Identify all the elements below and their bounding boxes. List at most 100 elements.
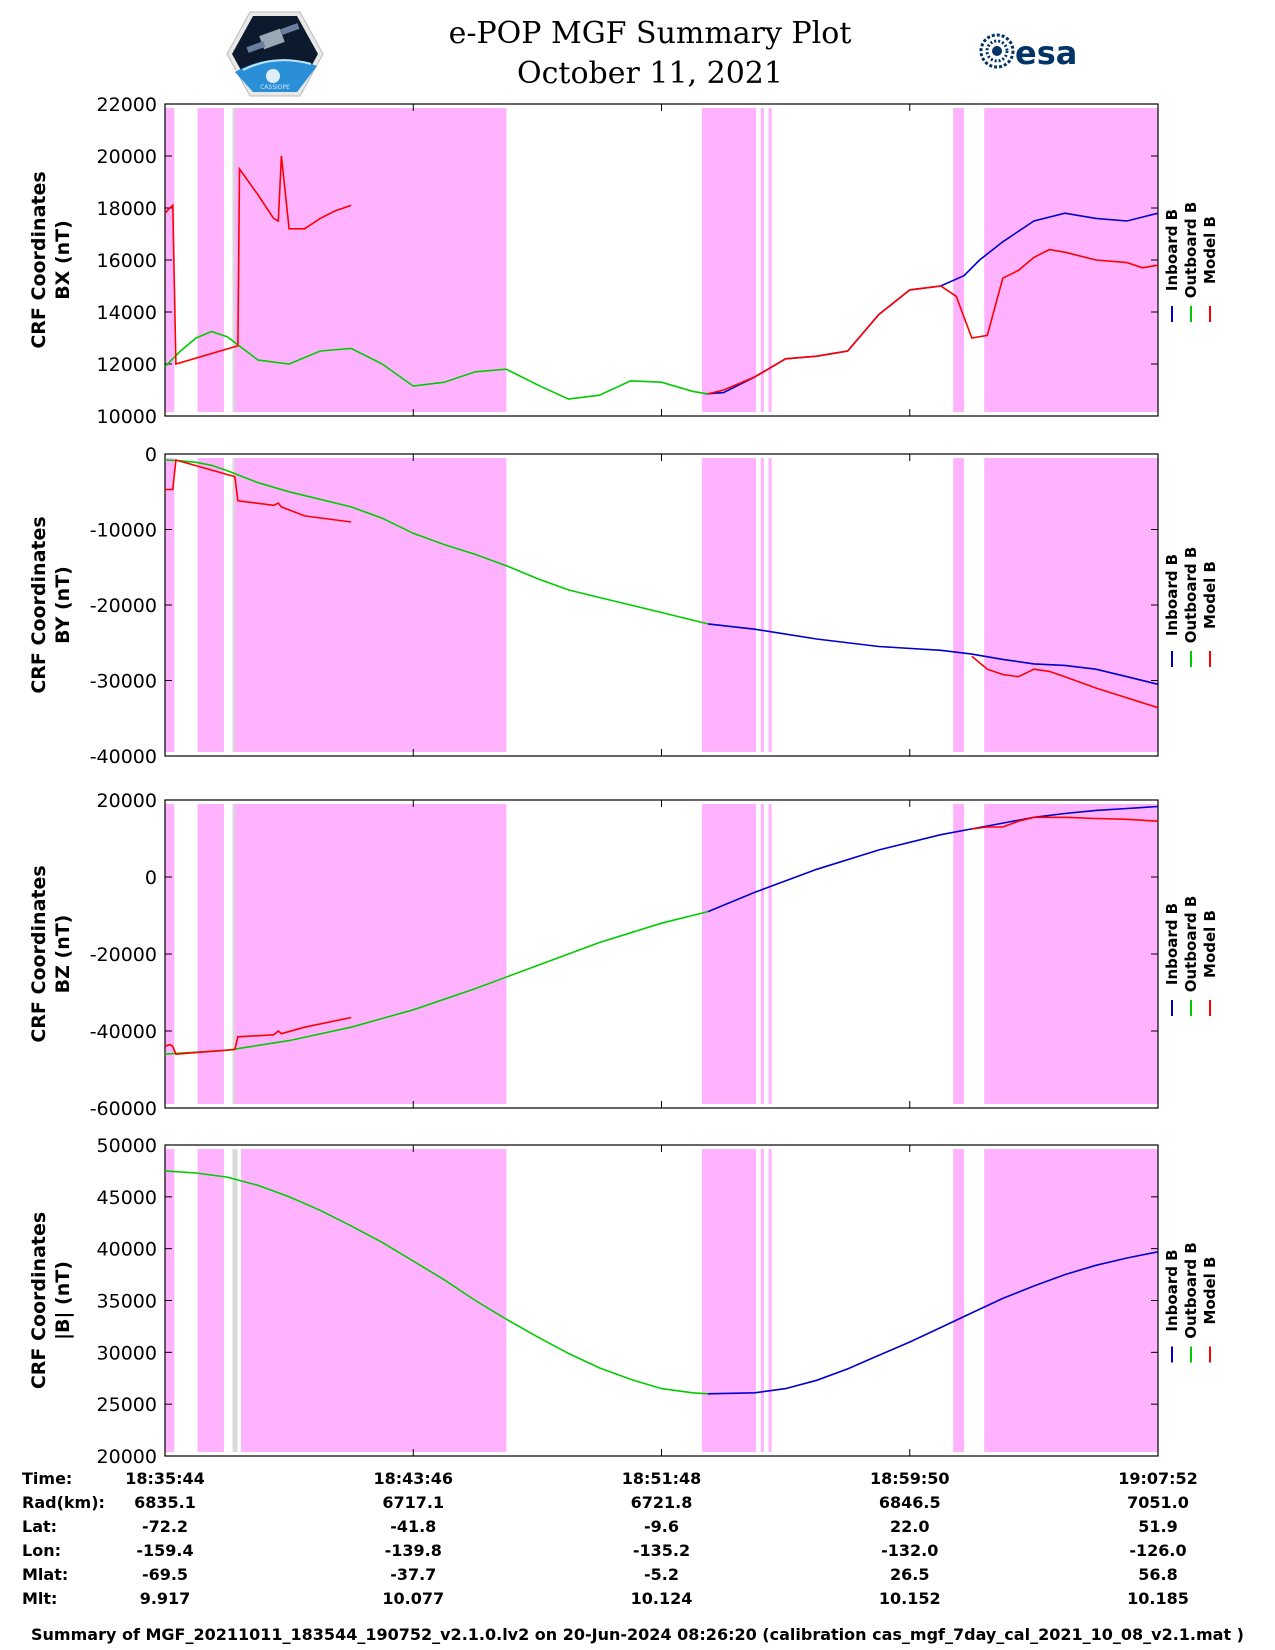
y-tick-label: -20000 xyxy=(90,944,157,966)
info-cell: 10.152 xyxy=(878,1589,941,1608)
shaded-region-3 xyxy=(241,1149,507,1452)
shaded-region-4 xyxy=(701,1149,757,1452)
legend-label: Inboard B xyxy=(1163,554,1181,636)
shaded-region-3 xyxy=(234,458,507,752)
shaded-region-2 xyxy=(197,1149,224,1452)
shaded-region-4 xyxy=(701,458,757,752)
info-cell: 6721.8 xyxy=(630,1493,693,1512)
y-axis-label: CRF Coordinates BY (nT) xyxy=(28,516,74,693)
info-cell: 18:43:46 xyxy=(373,1469,454,1488)
shaded-region-7 xyxy=(953,804,965,1104)
series-outboard-b-line xyxy=(164,910,709,1055)
series-inboard-b-line xyxy=(707,805,1159,913)
y-tick-label: 10000 xyxy=(97,406,157,428)
info-cell: 51.9 xyxy=(1138,1517,1178,1536)
y-tick-label: 50000 xyxy=(97,1135,157,1157)
panel-4: 50000 45000 40000 35000 30000 25000 20000 CRF C… xyxy=(28,1135,1219,1468)
shaded-region-4 xyxy=(701,804,757,1104)
y-tick-label: 12000 xyxy=(97,354,157,376)
info-row: Lat: -72.2 -41.8 -9.6 22.0 51.9 xyxy=(22,1515,1262,1539)
panel-3: 20000 0 -20000 -40000 -60000 CRF Coordinates B… xyxy=(28,790,1219,1120)
y-axis-label-line-1: CRF Coordinates xyxy=(28,1212,50,1389)
info-cell: 26.5 xyxy=(890,1565,930,1584)
gap-band-2 xyxy=(223,800,228,1108)
info-row-label: Lon: xyxy=(22,1541,61,1560)
series-model-b-line xyxy=(971,816,1159,830)
shaded-region-2 xyxy=(197,804,224,1104)
legend-label: Model B xyxy=(1201,910,1219,978)
info-cell: -9.6 xyxy=(644,1517,679,1536)
y-tick-label: 22000 xyxy=(97,94,157,116)
info-cell: 56.8 xyxy=(1138,1565,1178,1584)
gap-marker xyxy=(232,1149,238,1452)
y-tick-label: -10000 xyxy=(90,520,157,542)
panel-1: 22000 20000 18000 16000 14000 12000 10000 CRF C… xyxy=(28,94,1219,428)
shaded-region-5 xyxy=(760,108,764,412)
series-outboard-b-line xyxy=(164,459,709,625)
legend-label: Outboard B xyxy=(1182,896,1200,993)
info-cell: -72.2 xyxy=(141,1517,189,1536)
info-row-label: Time: xyxy=(22,1469,73,1488)
y-tick-label: 25000 xyxy=(97,1394,157,1416)
y-tick-label: -40000 xyxy=(90,1021,157,1043)
y-axis-label-line-1: CRF Coordinates xyxy=(28,865,50,1042)
info-row: Time: 18:35:44 18:43:46 18:51:48 18:59:50 19:… xyxy=(22,1467,1262,1491)
esa-logo: esa xyxy=(979,33,1077,72)
y-axis-label-line-1: CRF Coordinates xyxy=(28,516,50,693)
info-cell: 18:35:44 xyxy=(125,1469,205,1488)
y-axis-label-line-2: BY (nT) xyxy=(52,566,74,644)
y-tick-label: 20000 xyxy=(97,146,157,168)
info-cell: 10.077 xyxy=(382,1589,445,1608)
series-outboard-b-line xyxy=(164,1170,709,1395)
series-outboard-b-line xyxy=(164,330,709,400)
info-cell: 6835.1 xyxy=(134,1493,196,1512)
info-cell: 22.0 xyxy=(890,1517,930,1536)
esa-logo-text: esa xyxy=(1015,34,1077,72)
series-model-b-line xyxy=(164,1016,352,1055)
info-cell: 6846.5 xyxy=(878,1493,941,1512)
gap-band-2 xyxy=(223,104,228,416)
shaded-region-3 xyxy=(234,804,507,1104)
series-model-b-line xyxy=(971,655,1159,709)
info-row-label: Lat: xyxy=(22,1517,58,1536)
info-row: Rad(km): 6835.1 6717.1 6721.8 6846.5 7051.0 xyxy=(22,1491,1262,1515)
legend-label: Inboard B xyxy=(1163,1249,1181,1331)
y-axis-label-line-2: |B| (nT) xyxy=(52,1261,74,1340)
y-axis-label: CRF Coordinates |B| (nT) xyxy=(28,1212,74,1389)
y-axis-label: CRF Coordinates BX (nT) xyxy=(28,171,74,348)
info-row-label: Mlt: xyxy=(22,1589,58,1608)
shaded-region-2 xyxy=(197,108,224,412)
info-cell: -126.0 xyxy=(1129,1541,1187,1560)
y-tick-label: 35000 xyxy=(97,1291,157,1313)
info-cell: 7051.0 xyxy=(1127,1493,1189,1512)
y-axis-label-line-1: CRF Coordinates xyxy=(28,171,50,348)
footer-summary: Summary of MGF_20211011_183544_190752_v2… xyxy=(31,1625,1244,1644)
cassiope-logo-text: CASSIOPE xyxy=(260,84,290,91)
shaded-region-6 xyxy=(768,458,772,752)
series-model-b-line xyxy=(707,248,1159,395)
cassiope-logo: CASSIOPE xyxy=(226,11,324,97)
info-cell: -69.5 xyxy=(141,1565,189,1584)
series-inboard-b-line xyxy=(707,1251,1159,1395)
shaded-region-8 xyxy=(984,1149,1158,1452)
y-tick-label: 20000 xyxy=(97,1446,157,1468)
legend-label: Inboard B xyxy=(1163,209,1181,291)
legend-label: Model B xyxy=(1201,216,1219,284)
shaded-region-2 xyxy=(197,458,224,752)
shaded-region-8 xyxy=(984,804,1158,1104)
shaded-region-6 xyxy=(768,804,772,1104)
y-tick-label: 14000 xyxy=(97,302,157,324)
shaded-region-5 xyxy=(760,804,764,1104)
shaded-region-3 xyxy=(234,108,507,412)
y-axis-label: CRF Coordinates BZ (nT) xyxy=(28,865,74,1042)
y-tick-label: -30000 xyxy=(90,671,157,693)
y-tick-label: 18000 xyxy=(97,198,157,220)
info-row: Lon: -159.4 -139.8 -135.2 -132.0 -126.0 xyxy=(22,1539,1262,1563)
y-tick-label: -20000 xyxy=(90,595,157,617)
info-cell: -5.2 xyxy=(644,1565,679,1584)
y-tick-label: -60000 xyxy=(90,1098,157,1120)
shaded-region-5 xyxy=(760,458,764,752)
info-row-label: Rad(km): xyxy=(22,1493,105,1512)
gap-band-1 xyxy=(174,1145,179,1456)
info-cell: 19:07:52 xyxy=(1118,1469,1198,1488)
